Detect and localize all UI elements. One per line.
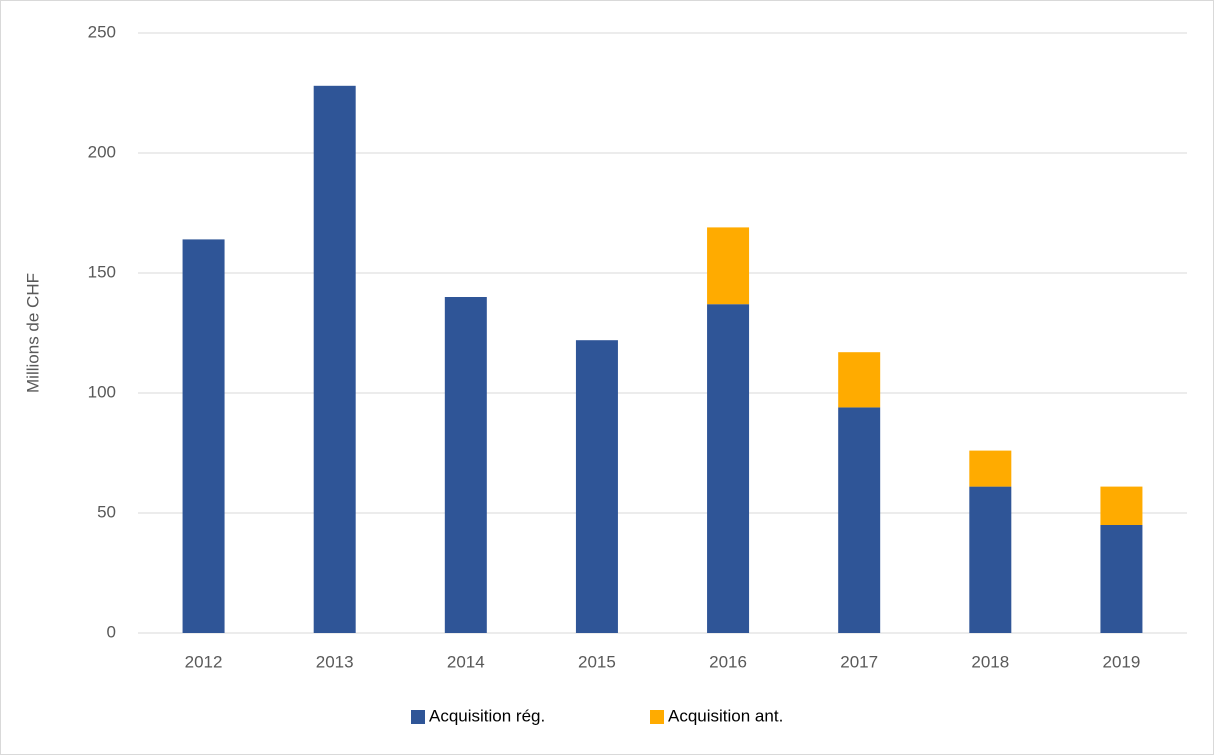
y-tick-label: 50	[97, 502, 116, 521]
legend-label: Acquisition rég.	[429, 706, 545, 725]
x-tick-label: 2013	[316, 652, 354, 671]
y-tick-label: 0	[107, 622, 116, 641]
y-tick-label: 100	[88, 382, 116, 401]
bar-segment	[838, 352, 881, 408]
x-tick-label: 2017	[840, 652, 878, 671]
y-tick-label: 150	[88, 262, 116, 281]
x-tick-label: 2015	[578, 652, 616, 671]
bar-segment	[1100, 525, 1143, 633]
y-tick-label: 250	[88, 22, 116, 41]
y-tick-label: 200	[88, 142, 116, 161]
bar-segment	[707, 227, 750, 305]
y-axis-title: Millions de CHF	[23, 273, 42, 393]
bar-segment	[313, 85, 356, 634]
bar-segment	[575, 340, 618, 633]
x-tick-label: 2018	[971, 652, 1009, 671]
bar-segment	[444, 297, 487, 633]
bar-segment	[838, 407, 881, 633]
legend-label: Acquisition ant.	[668, 706, 783, 725]
bar-segment	[969, 450, 1012, 487]
x-tick-label: 2016	[709, 652, 747, 671]
bar-segment	[182, 239, 225, 633]
legend-swatch	[411, 710, 425, 724]
x-tick-label: 2012	[185, 652, 223, 671]
bar-segment	[969, 486, 1012, 633]
legend-swatch	[650, 710, 664, 724]
bar-segment	[707, 304, 750, 633]
x-tick-label: 2019	[1103, 652, 1141, 671]
x-tick-label: 2014	[447, 652, 485, 671]
bar-segment	[1100, 486, 1143, 525]
